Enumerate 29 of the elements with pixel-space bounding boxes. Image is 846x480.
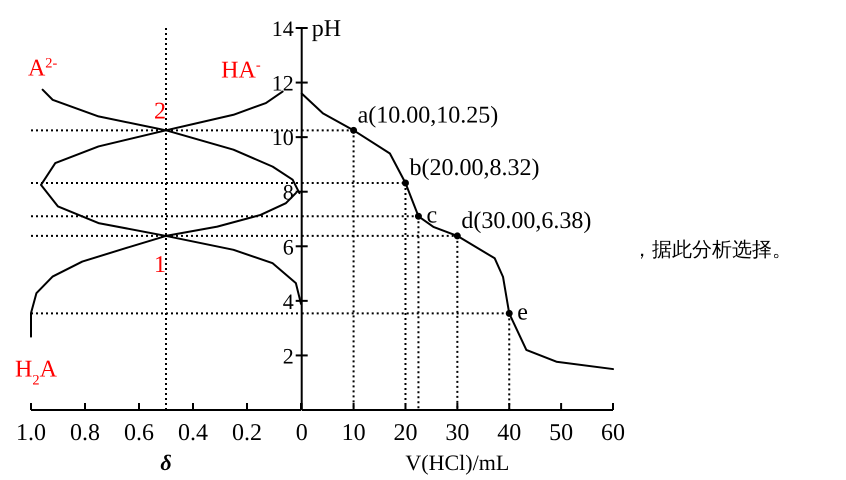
annotation: a(10.00,10.25)	[358, 102, 498, 128]
x-tick-label: 30	[445, 420, 470, 446]
annotation: d(30.00,6.38)	[461, 208, 592, 234]
annotation: b(20.00,8.32)	[409, 154, 540, 181]
y-tick-label: 14	[272, 16, 294, 41]
annotation: 2	[154, 98, 166, 124]
x-tick-label: 1.0	[16, 420, 46, 446]
text: ，据此分析选择。	[632, 239, 792, 261]
x-tick-label: 0.2	[232, 420, 262, 446]
y-tick-label: 2	[282, 343, 294, 368]
y-tick-label: 4	[282, 288, 294, 314]
y-tick-label: 10	[272, 125, 294, 150]
y-tick-label: 6	[282, 234, 294, 260]
x-tick-label: 10	[342, 420, 366, 446]
x-axis-title: δ	[160, 450, 172, 475]
y-axis-title: pH	[312, 16, 342, 42]
annotation: c	[426, 202, 438, 228]
x-tick-label: 0.8	[70, 420, 100, 446]
x-tick-label: 0	[296, 420, 308, 446]
x-tick-label: 20	[393, 420, 418, 446]
x-tick-label: 0.6	[124, 420, 154, 446]
annotation: 1	[154, 252, 166, 278]
x-tick-label: 50	[549, 420, 574, 446]
x-tick-label: 60	[601, 420, 625, 446]
x-axis-title: V(HCl)/mL	[405, 450, 510, 475]
annotation: e	[517, 299, 528, 326]
y-tick-label: 12	[272, 70, 294, 96]
x-tick-label: 40	[497, 420, 522, 446]
x-tick-label: 0.4	[178, 420, 208, 446]
